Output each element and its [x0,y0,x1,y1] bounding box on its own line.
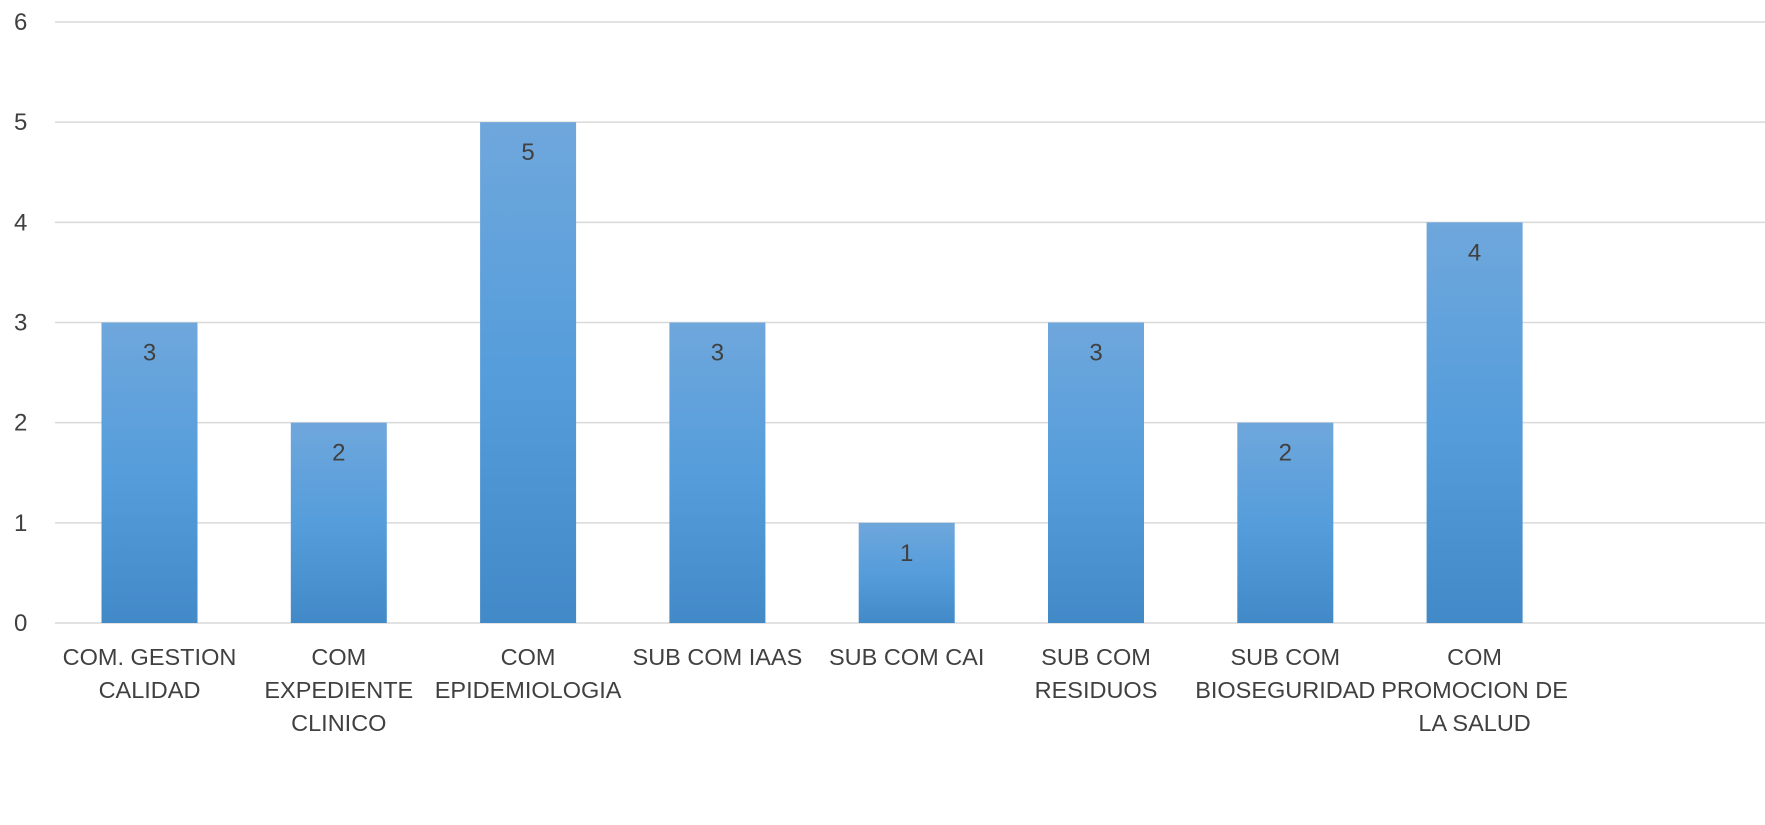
y-tick-label: 2 [14,410,27,437]
category-label: SUB COM IAAS [633,644,803,670]
data-label: 5 [521,139,534,166]
category-label: EXPEDIENTE [264,677,413,703]
y-tick-label: 6 [14,9,27,36]
bars [102,122,1523,623]
category-label: CALIDAD [99,677,201,703]
y-tick-label: 0 [14,610,27,637]
category-label: CLINICO [291,710,386,736]
category-label: COM [501,644,556,670]
data-label: 2 [332,440,345,467]
y-tick-label: 5 [14,109,27,136]
data-label: 3 [143,340,156,367]
y-axis-tick-labels: 0 1 2 3 4 5 6 [14,9,27,637]
category-label: COM [311,644,366,670]
bar [669,323,765,624]
data-label: 3 [1089,340,1102,367]
data-label: 2 [1279,440,1292,467]
category-label: RESIDUOS [1035,677,1158,703]
category-label: PROMOCION DE [1381,677,1568,703]
category-label: COM [1447,644,1502,670]
data-label: 4 [1468,239,1481,266]
data-label: 3 [711,340,724,367]
bar [859,523,955,623]
x-axis-category-labels: COM. GESTION CALIDAD COM EXPEDIENTE CLINICO C… [63,644,1568,736]
bar [102,323,198,624]
category-label: SUB COM CAI [829,644,984,670]
category-label: SUB COM [1041,644,1151,670]
category-label: EPIDEMIOLOGIA [435,677,622,703]
bar [480,122,576,623]
bar [1427,222,1523,623]
data-label: 1 [900,540,913,567]
category-label: SUB COM [1230,644,1340,670]
y-tick-label: 1 [14,510,27,537]
category-label: BIOSEGURIDAD [1195,677,1375,703]
category-label: LA SALUD [1418,710,1530,736]
y-tick-label: 3 [14,310,27,337]
category-label: COM. GESTION [63,644,237,670]
bar [1048,323,1144,624]
y-tick-label: 4 [14,209,27,236]
